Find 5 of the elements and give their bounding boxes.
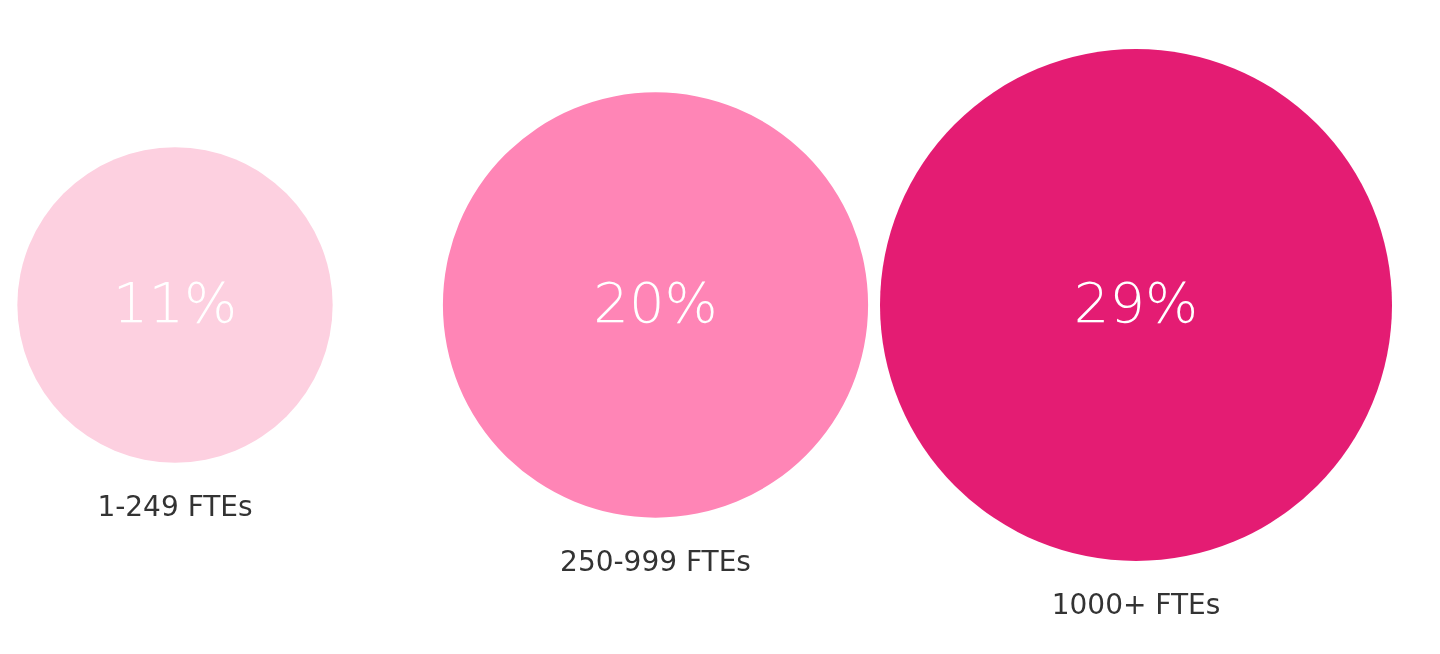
category-label: 1-249 FTEs — [97, 489, 253, 523]
category-label: 250-999 FTEs — [560, 544, 751, 578]
data-label: 20% — [593, 270, 718, 335]
category-label: 1000+ FTEs — [1051, 588, 1221, 621]
data-label: 29% — [1073, 270, 1199, 335]
